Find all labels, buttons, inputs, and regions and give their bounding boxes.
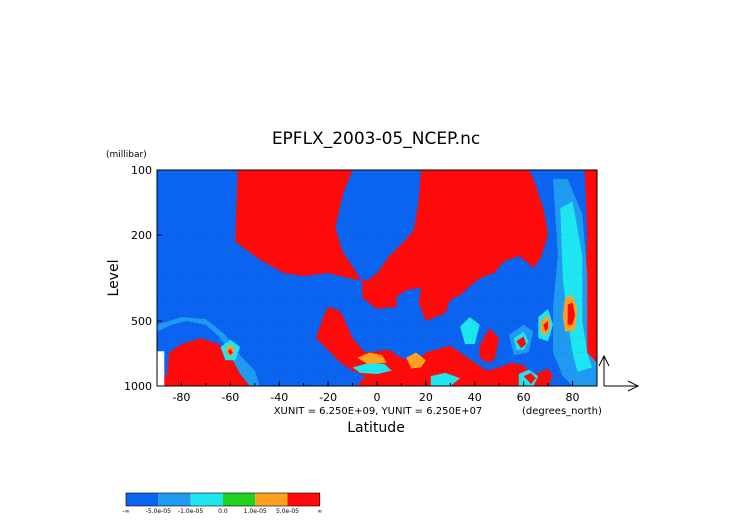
vector-reference-arrows: [598, 354, 640, 392]
y-unit-label: (millibar): [106, 150, 147, 160]
x-tick-label: -20: [319, 391, 337, 404]
y-axis-label: Level: [106, 260, 122, 297]
x-tick-label: 80: [566, 391, 580, 404]
up-arrow-icon: [598, 354, 610, 367]
legend-swatch: [222, 493, 256, 506]
region-red-blob-lat-61: [227, 348, 233, 356]
x-tick-label: -80: [172, 391, 190, 404]
legend-label: -5.0e-05: [146, 508, 171, 515]
region-red-blob-lat-79: [567, 302, 575, 325]
legend-swatch: [255, 493, 288, 506]
x-unit-label: (degrees_north): [522, 406, 602, 417]
contour-regions: [157, 170, 597, 386]
region-red-blob-lat-48: [479, 328, 500, 363]
region-cyan-blob-lat-37: [460, 317, 480, 345]
x-tick-label: -40: [270, 391, 288, 404]
x-tick-label: 40: [468, 391, 482, 404]
region-white-gap-lat-89: [157, 351, 165, 386]
legend-swatch: [126, 493, 159, 506]
region-cyan-blob-lat-0: [352, 362, 392, 374]
y-axis-ticks: 100 200 500 1000: [124, 164, 162, 393]
legend-label: -1.0e-05: [178, 508, 203, 515]
scale-note: XUNIT = 6.250E+09, YUNIT = 6.250E+07: [274, 406, 483, 417]
region-red-main: [235, 170, 549, 321]
legend-label: ∞: [317, 508, 322, 515]
x-tick-label: 20: [419, 391, 433, 404]
region-red-blob-lat-62: [523, 372, 536, 385]
region-orange-blob-lat-0: [357, 352, 387, 364]
right-arrow-icon: [627, 380, 640, 392]
x-tick-label: 60: [517, 391, 531, 404]
region-red-east-strip: [584, 170, 597, 377]
y-tick-label: 1000: [124, 380, 152, 393]
region-cyan-east-column: [560, 201, 593, 372]
legend-label: 5.0e-05: [276, 508, 299, 515]
y-tick-label: 500: [131, 315, 152, 328]
region-red-blob-lat-58: [518, 170, 549, 249]
region-mid-blue-left-strip: [157, 317, 260, 386]
region-red-blob-lat-68: [543, 321, 549, 332]
legend-swatch: [158, 493, 191, 506]
x-tick-label: 0: [374, 391, 381, 404]
region-red-blob-lat-58-lower: [516, 336, 527, 349]
region-orange-blob-lat-15: [406, 352, 426, 369]
legend-label: -∞: [122, 508, 129, 515]
legend-label: 0.0: [218, 508, 228, 515]
chart-title: EPFLX_2003-05_NCEP.nc: [272, 129, 480, 149]
legend-frame: [125, 492, 321, 507]
x-axis-label: Latitude: [347, 420, 405, 436]
y-tick-label: 100: [131, 164, 152, 177]
y-tick-label: 200: [131, 229, 152, 242]
legend-label: 1.0e-05: [244, 508, 267, 515]
legend-swatch: [190, 493, 223, 506]
legend-swatch: [287, 493, 320, 506]
x-axis-ticks: -80 -60 -40 -20 0 20 40 60 80: [156, 381, 598, 404]
color-legend: -∞ -5.0e-05 -1.0e-05 0.0 1.0e-05 5.0e-05 ∞: [122, 492, 322, 515]
x-tick-label: -60: [221, 391, 239, 404]
region-cyan-blob-lat-25: [430, 372, 461, 386]
plot-area: [156, 169, 598, 387]
